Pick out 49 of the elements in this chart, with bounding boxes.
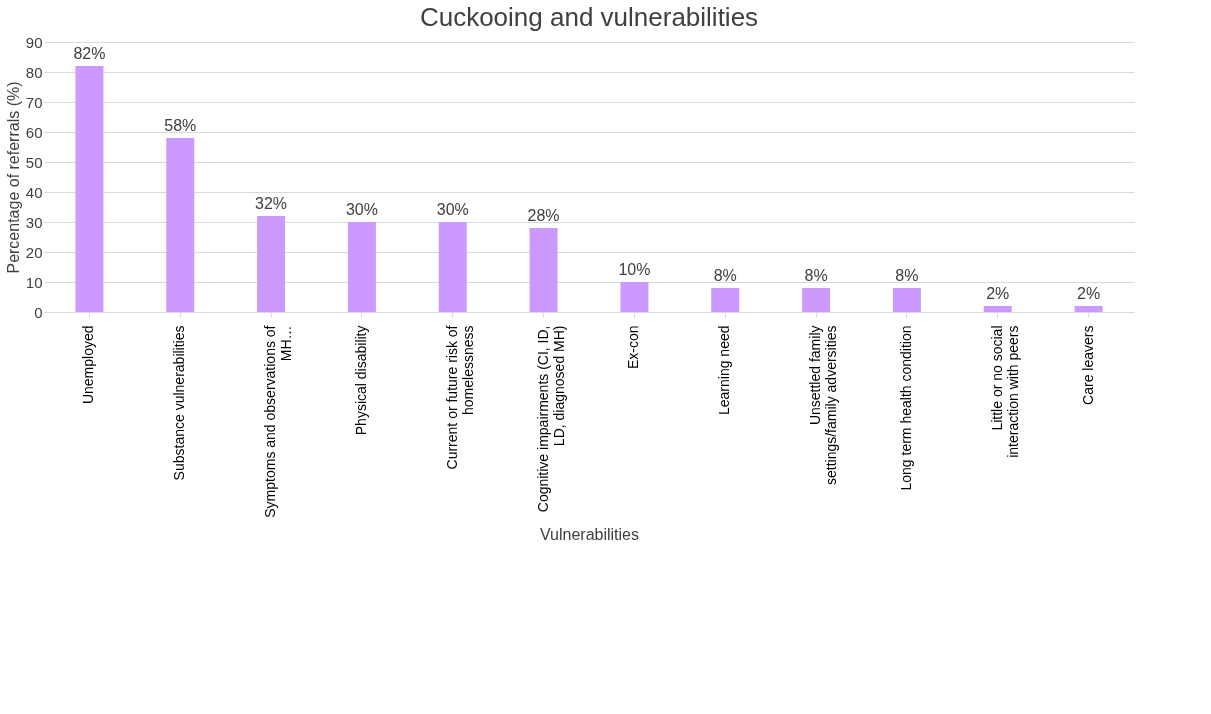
x-tick-label: Unemployed — [80, 325, 97, 405]
x-tick-label: Substance vulnerabilities — [171, 325, 188, 481]
data-label: 8% — [713, 267, 737, 284]
x-tick-label: Current or future risk of homelessness — [443, 325, 476, 470]
data-label: 8% — [895, 267, 919, 284]
bar — [166, 138, 195, 312]
x-tick-label: Ex-con — [625, 325, 642, 370]
data-label: 2% — [986, 285, 1010, 302]
y-tick-label: 10 — [25, 273, 43, 291]
x-tick-label: Cognitive impairments (CI, ID, LD, diagnosed MH) — [534, 325, 567, 513]
data-label: 82% — [73, 45, 106, 62]
data-label: 32% — [255, 195, 288, 212]
data-label: 2% — [1077, 285, 1101, 302]
bar — [711, 288, 740, 312]
bar — [347, 222, 376, 312]
x-tick-label: Unsettled family settings/family adversities — [807, 325, 840, 486]
chart-title: Cuckooing and vulnerabilities — [419, 2, 759, 32]
bar — [529, 228, 558, 312]
y-tick-label: 60 — [25, 123, 43, 141]
y-tick-label: 40 — [25, 183, 43, 201]
bar — [620, 282, 649, 312]
bar — [983, 306, 1012, 312]
bar — [75, 66, 104, 312]
y-tick-label: 30 — [25, 213, 43, 231]
x-tick-label: Learning need — [716, 325, 733, 416]
x-tick-label: Long term health condition — [897, 325, 914, 491]
y-tick-label: 20 — [25, 243, 43, 261]
y-tick-label: 50 — [25, 153, 43, 171]
data-label: 30% — [345, 201, 378, 218]
bar — [1074, 306, 1103, 312]
y-tick-label: 90 — [25, 33, 43, 51]
y-axis-title: Percentage of referrals (%) — [4, 81, 22, 274]
x-axis-title: Vulnerabilities — [539, 525, 640, 543]
x-tick-label: Physical disability — [352, 325, 369, 436]
x-tick-label: Little or no social interaction with peers — [988, 325, 1021, 458]
y-tick-label: 0 — [34, 303, 43, 321]
bar — [438, 222, 467, 312]
y-tick-label: 70 — [25, 93, 43, 111]
data-label: 28% — [527, 207, 560, 224]
bar — [257, 216, 286, 312]
data-label: 58% — [164, 117, 197, 134]
x-tick-label: Care leavers — [1079, 325, 1096, 405]
data-label: 30% — [436, 201, 469, 218]
bar — [892, 288, 921, 312]
x-tick-label: Symptoms and observations of MH… — [262, 325, 295, 518]
y-tick-label: 80 — [25, 63, 43, 81]
data-label: 8% — [804, 267, 828, 284]
data-label: 10% — [618, 261, 651, 278]
bar — [802, 288, 831, 312]
